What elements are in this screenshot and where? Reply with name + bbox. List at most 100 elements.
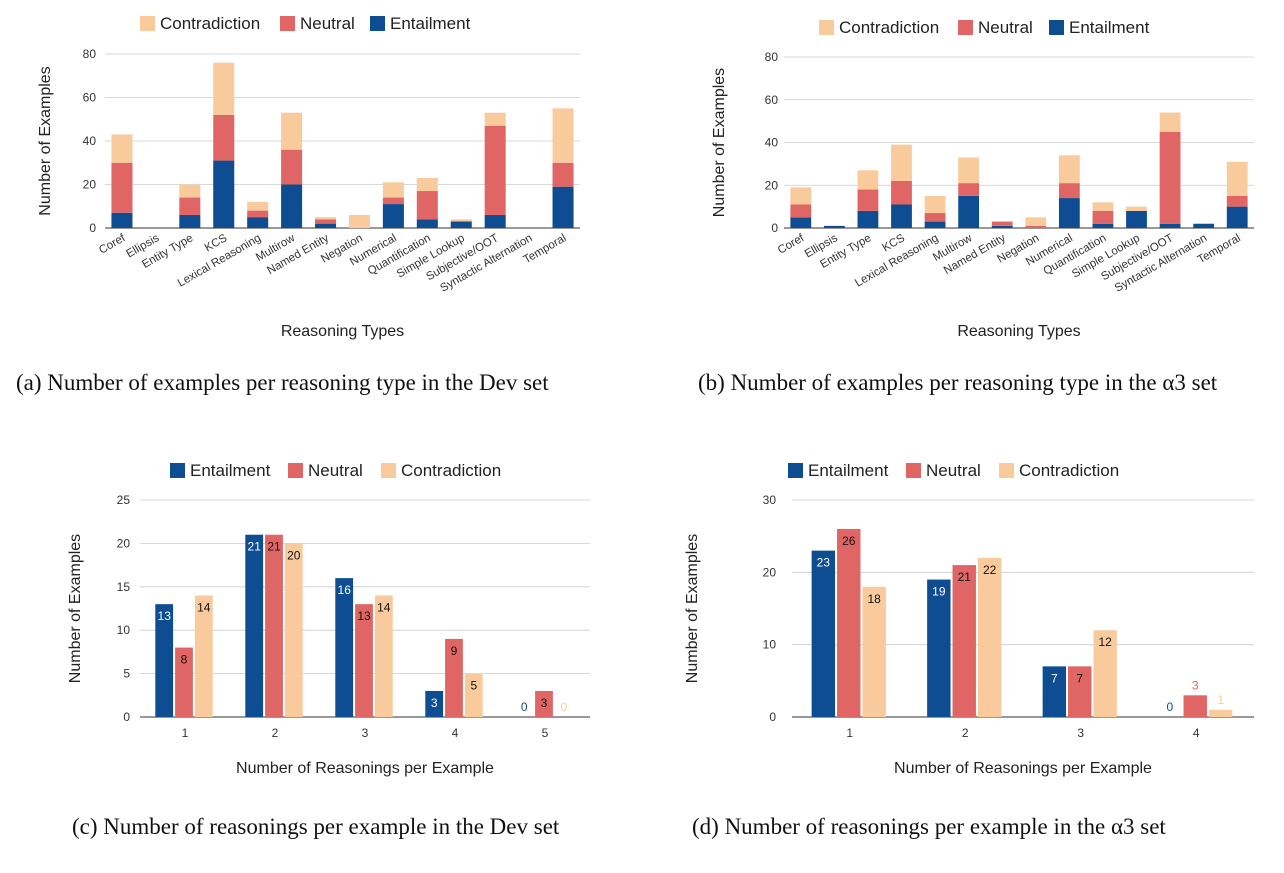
bar-entailment-4 (425, 690, 444, 717)
legend-label-contradiction: Contradiction (839, 18, 939, 37)
bar-entailment-entity-type (179, 214, 201, 228)
data-label-entailment: 13 (158, 609, 172, 623)
bar-neutral-3 (355, 604, 373, 717)
bar-entailment-simple-lookup (1126, 210, 1147, 228)
x-axis-title: Reasoning Types (957, 323, 1080, 340)
bar-entailment-lexical-reasoning (924, 221, 946, 228)
bar-contradiction-temporal (1226, 161, 1248, 196)
x-axis-title: Number of Reasonings per Example (894, 760, 1152, 777)
bar-neutral-numerical (382, 197, 404, 205)
legend-swatch-neutral (280, 16, 295, 31)
x-tick-label: 1 (182, 726, 189, 740)
legend-label-entailment: Entailment (390, 14, 471, 33)
bar-neutral-multirow (281, 149, 303, 185)
y-axis-title: Number of Examples (684, 534, 701, 683)
bar-neutral-1 (175, 647, 193, 717)
bar-neutral-subjective-oot (484, 125, 506, 215)
legend-label-neutral: Neutral (300, 14, 355, 33)
y-tick-label: 0 (769, 710, 776, 724)
data-label-entailment: 19 (932, 585, 946, 599)
data-label-contradiction: 12 (1098, 635, 1112, 649)
data-label-contradiction: 0 (560, 700, 567, 714)
x-axis-title: Number of Reasonings per Example (236, 760, 494, 777)
bar-neutral-4 (445, 638, 463, 717)
bar-entailment-1 (155, 604, 174, 717)
bar-entailment-3 (1042, 666, 1067, 717)
bar-contradiction-quantification (416, 177, 438, 192)
bar-contradiction-4 (464, 673, 483, 717)
bar-contradiction-coref (111, 134, 133, 163)
legend-swatch-entailment (788, 463, 803, 478)
bar-contradiction-1 (194, 595, 213, 717)
bar-contradiction-simple-lookup (1126, 206, 1147, 211)
bar-entailment-kcs (213, 160, 235, 228)
legend-swatch-contradiction (999, 463, 1014, 478)
legend-swatch-neutral (958, 20, 973, 35)
bar-entailment-simple-lookup (450, 221, 472, 228)
data-label-contradiction: 22 (983, 563, 997, 577)
legend-swatch-neutral (288, 463, 303, 478)
x-tick-label: 1 (846, 726, 853, 740)
bar-contradiction-kcs (891, 144, 912, 181)
bar-entailment-lexical-reasoning (247, 217, 269, 228)
bar-entailment-multirow (958, 195, 980, 228)
x-tick-label: 2 (272, 726, 279, 740)
x-tick-label: 5 (542, 726, 549, 740)
data-label-neutral: 26 (842, 534, 856, 548)
x-tick-label: 2 (962, 726, 969, 740)
y-tick-label: 0 (771, 221, 778, 235)
y-tick-label: 40 (765, 136, 779, 150)
x-axis-title: Reasoning Types (281, 323, 404, 340)
bar-neutral-coref (111, 162, 133, 213)
bar-contradiction-quantification (1092, 202, 1114, 211)
bar-entailment-numerical (382, 204, 404, 228)
bar-entailment-entity-type (857, 210, 879, 228)
bar-entailment-named-entity (991, 225, 1013, 228)
legend-swatch-contradiction (140, 16, 155, 31)
bar-contradiction-multirow (281, 112, 303, 150)
y-tick-label: 25 (117, 493, 131, 507)
bar-contradiction-3 (374, 595, 393, 717)
bar-neutral-1 (837, 528, 861, 717)
bar-contradiction-simple-lookup (450, 219, 472, 222)
y-tick-label: 40 (83, 134, 97, 148)
y-tick-label: 60 (765, 93, 779, 107)
x-tick-label: 3 (362, 726, 369, 740)
bar-contradiction-2 (977, 557, 1002, 717)
caption-a: (a) Number of examples per reasoning typ… (16, 370, 549, 395)
legend-label-contradiction: Contradiction (1019, 461, 1119, 480)
legend-label-contradiction: Contradiction (160, 14, 260, 33)
data-label-entailment: 21 (248, 540, 262, 554)
data-label-neutral: 21 (958, 570, 972, 584)
caption-b: (b) Number of examples per reasoning typ… (698, 370, 1218, 395)
bar-entailment-syntactic-alternation (1193, 223, 1215, 228)
bar-contradiction-coref (790, 187, 812, 205)
legend-swatch-entailment (170, 463, 185, 478)
bar-contradiction-4 (1208, 709, 1233, 717)
bar-entailment-named-entity (315, 223, 337, 228)
x-tick-label: Coref (97, 232, 128, 257)
legend-label-neutral: Neutral (926, 461, 981, 480)
bar-neutral-named-entity (991, 221, 1013, 226)
x-tick-label: 3 (1077, 726, 1084, 740)
bar-contradiction-entity-type (857, 170, 879, 190)
bar-neutral-lexical-reasoning (247, 210, 269, 218)
bar-contradiction-negation (348, 214, 370, 228)
data-label-neutral: 3 (1192, 678, 1199, 692)
data-label-neutral: 21 (267, 540, 281, 554)
bar-entailment-quantification (416, 219, 438, 228)
legend-swatch-neutral (906, 463, 921, 478)
y-tick-label: 20 (117, 536, 131, 550)
chart-a: 0 20 40 60 80 Contradiction Neutral Entailment R… (37, 14, 580, 340)
chart-b: 0 20 40 60 80 Contradiction Neutral Entailment R… (711, 18, 1254, 340)
bar-neutral-2 (265, 534, 283, 717)
y-axis-title: Number of Examples (711, 68, 728, 217)
legend-label-neutral: Neutral (308, 461, 363, 480)
bar-contradiction-3 (1093, 630, 1117, 717)
data-label-entailment: 0 (521, 700, 528, 714)
bar-contradiction-named-entity (315, 217, 337, 220)
bar-entailment-2 (927, 579, 951, 717)
data-label-contradiction: 18 (867, 592, 881, 606)
y-tick-label: 20 (763, 565, 777, 579)
